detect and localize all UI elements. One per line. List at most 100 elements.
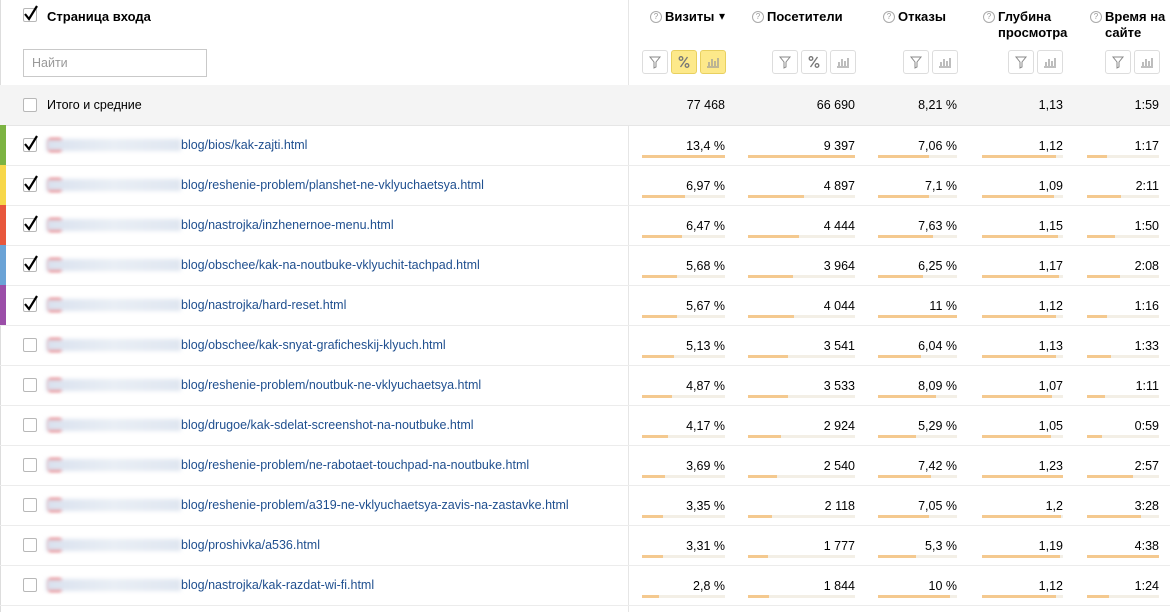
filter-button[interactable] — [642, 50, 668, 74]
page-url[interactable]: blog/nastrojka/inzhenernoe-menu.html — [181, 218, 394, 232]
row-checkbox[interactable] — [23, 498, 37, 512]
value-bar-track — [642, 595, 725, 598]
page-url[interactable]: blog/proshivka/a536.html — [181, 538, 320, 552]
value-bar — [642, 315, 678, 318]
value-bar — [642, 195, 686, 198]
help-icon[interactable]: ? — [883, 11, 895, 23]
row-checkbox[interactable] — [23, 255, 38, 272]
filter-button[interactable] — [772, 50, 798, 74]
page-url[interactable]: blog/obschee/kak-na-noutbuke-vklyuchit-t… — [181, 258, 480, 272]
cell-value: 0:59 — [1134, 419, 1159, 433]
column-header[interactable]: Отказы — [898, 9, 946, 24]
value-bar-track — [642, 275, 725, 278]
row-checkbox[interactable] — [23, 418, 37, 432]
value-bar — [642, 475, 665, 478]
row-color-marker — [0, 205, 6, 245]
page-url[interactable]: blog/obschee/kak-snyat-graficheskij-klyu… — [181, 338, 446, 352]
cell-value: 4:38 — [1134, 539, 1159, 553]
value-bar-track — [982, 595, 1063, 598]
page-url[interactable]: blog/reshenie-problem/ne-rabotaet-touchp… — [181, 458, 530, 472]
filter-button[interactable] — [1008, 50, 1034, 74]
page-url[interactable]: blog/drugoe/kak-sdelat-screenshot-na-nou… — [181, 418, 474, 432]
cell-value: 1:16 — [1134, 299, 1159, 313]
value-bar — [982, 435, 1052, 438]
sort-indicator[interactable]: ▾ — [719, 9, 726, 23]
value-bar-track — [1087, 435, 1159, 438]
value-bar — [878, 555, 917, 558]
value-bar — [982, 195, 1054, 198]
value-bar — [642, 355, 674, 358]
search-input[interactable]: Найти — [23, 49, 207, 77]
value-bar — [1087, 595, 1109, 598]
value-bar — [982, 395, 1053, 398]
value-bar — [982, 235, 1058, 238]
bars-button[interactable] — [830, 50, 856, 74]
pct-button[interactable] — [801, 50, 827, 74]
column-header[interactable]: Глубина просмотра — [998, 9, 1068, 40]
row-checkbox[interactable] — [23, 295, 38, 312]
help-icon[interactable]: ? — [650, 11, 662, 23]
page-url[interactable]: blog/reshenie-problem/noutbuk-ne-vklyuch… — [181, 378, 482, 392]
page-url[interactable]: blog/nastrojka/hard-reset.html — [181, 298, 347, 312]
value-bar — [878, 275, 923, 278]
page-url[interactable]: blog/reshenie-problem/a319-ne-vklyuchaet… — [181, 498, 569, 512]
value-bar — [878, 515, 929, 518]
bars-button[interactable] — [1134, 50, 1160, 74]
cell-value: 9 397 — [823, 139, 855, 153]
header-checkbox[interactable] — [23, 5, 38, 22]
row-checkbox[interactable] — [23, 458, 37, 472]
cell-value: 4 897 — [823, 179, 855, 193]
row-checkbox[interactable] — [23, 135, 38, 152]
row-checkbox[interactable] — [23, 338, 37, 352]
totals-row: Итого и средние — [0, 85, 1170, 126]
column-header[interactable]: Визиты — [665, 9, 715, 24]
value-bar-track — [982, 235, 1063, 238]
cell-value: 1,12 — [1038, 139, 1063, 153]
cell-value: 3:28 — [1134, 499, 1159, 513]
help-icon[interactable]: ? — [983, 11, 995, 23]
help-icon[interactable]: ? — [1090, 11, 1102, 23]
page-url[interactable]: blog/bios/kak-zajti.html — [181, 138, 308, 152]
row-checkbox[interactable] — [23, 538, 37, 552]
value-bar-track — [1087, 555, 1159, 558]
page-url[interactable]: blog/reshenie-problem/planshet-ne-vklyuc… — [181, 178, 484, 192]
row-checkbox[interactable] — [23, 578, 37, 592]
filter-button[interactable] — [903, 50, 929, 74]
cell-value: 1:33 — [1134, 339, 1159, 353]
header-title: Страница входа — [47, 9, 151, 24]
cell-value: 1:11 — [1135, 379, 1159, 393]
filter-button[interactable] — [1105, 50, 1131, 74]
pct-button[interactable] — [671, 50, 697, 74]
value-bar — [878, 155, 929, 158]
cell-value: 1:17 — [1134, 139, 1159, 153]
cell-value: 6,25 % — [918, 259, 957, 273]
value-bar-track — [982, 395, 1063, 398]
value-bar-track — [878, 395, 957, 398]
row-checkbox[interactable] — [23, 215, 38, 232]
value-bar — [1087, 235, 1116, 238]
page-url[interactable]: blog/nastrojka/kak-razdat-wi-fi.html — [181, 578, 375, 592]
value-bar — [642, 395, 673, 398]
cell-value: 3 964 — [823, 259, 855, 273]
totals-checkbox[interactable] — [23, 98, 37, 112]
bars-button[interactable] — [700, 50, 726, 74]
value-bar-track — [878, 515, 957, 518]
value-bar-track — [1087, 355, 1159, 358]
row-checkbox[interactable] — [23, 378, 37, 392]
table-row: blog/proshivka/a536.html 3,31 % 1 777 5,3 %… — [0, 525, 1170, 566]
bars-button[interactable] — [932, 50, 958, 74]
cell-value: 13,4 % — [686, 139, 725, 153]
row-checkbox[interactable] — [23, 175, 38, 192]
value-bar — [878, 595, 950, 598]
cell-value: 1,09 — [1038, 179, 1063, 193]
hidden-domain — [46, 139, 181, 151]
value-bar-track — [642, 435, 725, 438]
cell-value: 11 % — [929, 299, 957, 313]
bars-button[interactable] — [1037, 50, 1063, 74]
value-bar-track — [982, 315, 1063, 318]
column-header[interactable]: Посетители — [767, 9, 843, 24]
column-header[interactable]: Время на сайте — [1105, 9, 1166, 40]
value-bar-track — [642, 315, 725, 318]
help-icon[interactable]: ? — [752, 11, 764, 23]
